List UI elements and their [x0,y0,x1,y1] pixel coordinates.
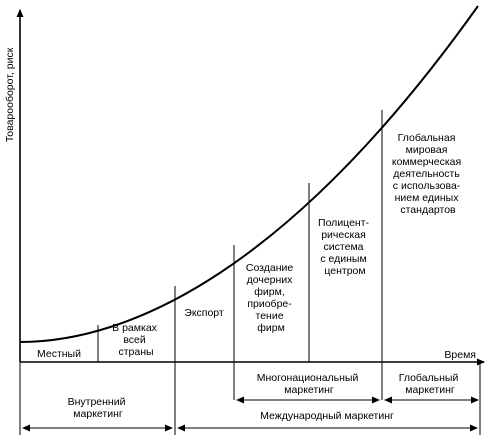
stage-label-subsidiaries: Создание дочерних фирм, приобре- тение ф… [246,262,296,334]
bracket-label-domestic: Внутренний маркетинг [68,396,129,420]
bracket-label-international: Международный маркетинг [260,410,394,422]
stage-label-national: В рамках всей страны [112,322,160,358]
y-axis-label: Товарооборот, риск [4,47,16,142]
bracket-label-global: Глобальный маркетинг [399,372,462,396]
stage-label-global: Глобальная мировая коммерческая деятельн… [392,132,464,216]
stage-label-polycentric: Полицент- рическая система с единым цент… [318,217,372,277]
stage-label-local: Местный [37,348,81,360]
growth-curve [19,5,479,343]
x-axis-label: Время [444,349,476,361]
bracket-label-multinational: Многонациональный маркетинг [257,372,362,396]
stage-label-export: Экспорт [184,307,224,319]
